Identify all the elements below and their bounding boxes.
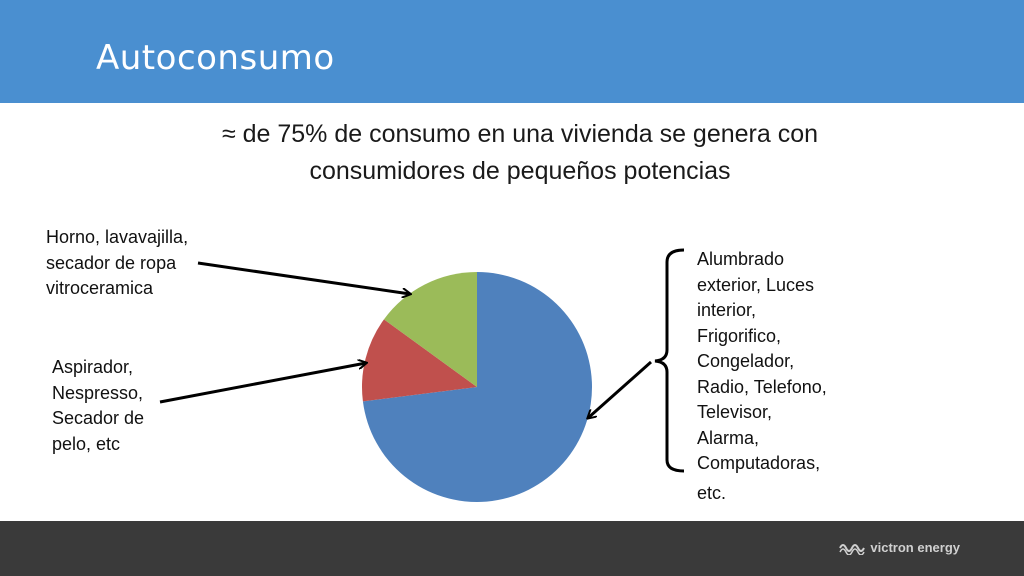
label-line: Secador de (52, 408, 145, 428)
label-line: Radio, Telefono, (697, 376, 827, 397)
label-line: etc. (697, 482, 727, 503)
victron-wave-logo-icon (839, 543, 866, 555)
subtitle-line-1: ≈ de 75% de consumo en una vivienda se g… (221, 120, 819, 148)
label-line: pelo, etc (52, 433, 121, 454)
arrow-lights (588, 360, 652, 418)
subtitle-line-2: consumidores de pequeños potencias (309, 157, 731, 185)
arrow-oven (197, 261, 410, 294)
label-line: Aspirador, (52, 357, 134, 377)
slide-title: Autoconsumo (96, 38, 335, 78)
label-line: interior, (697, 300, 757, 320)
label-line: Televisor, (697, 402, 773, 422)
footer-bar (0, 521, 1024, 576)
brace-lights (654, 248, 685, 473)
label-line: vitroceramica (46, 278, 154, 298)
pie-slice-1 (362, 319, 477, 402)
label-line: Alumbrado (697, 249, 785, 269)
pie-slice-2 (383, 272, 477, 387)
label-vacuum-nespresso: Aspirador, Nespresso, Secador de pelo, e… (52, 355, 182, 457)
logo-text: victron energy (870, 540, 960, 555)
victron-logo: victron energy (839, 540, 960, 555)
label-line: Horno, lavavajilla, (46, 227, 189, 247)
label-line: secador de ropa (46, 252, 177, 273)
label-line: Computadoras, (697, 453, 821, 473)
label-line: Nespresso, (52, 382, 144, 403)
pie-slice-0 (362, 272, 593, 502)
label-oven-dishwasher: Horno, lavavajilla, secador de ropa vitr… (46, 225, 236, 302)
label-line: Alarma, (697, 427, 760, 448)
label-line: Congelador, (697, 351, 795, 371)
label-lighting-appliances: Alumbrado exterior, Luces interior, Frig… (697, 247, 897, 506)
title-bar: Autoconsumo (0, 0, 1024, 103)
arrow-vacuum (159, 363, 366, 404)
pie-slices (362, 272, 593, 502)
label-line: exterior, Luces (697, 274, 815, 295)
label-line: Frigorifico, (697, 325, 782, 346)
slide-subtitle: ≈ de 75% de consumo en una vivienda se g… (150, 116, 890, 190)
